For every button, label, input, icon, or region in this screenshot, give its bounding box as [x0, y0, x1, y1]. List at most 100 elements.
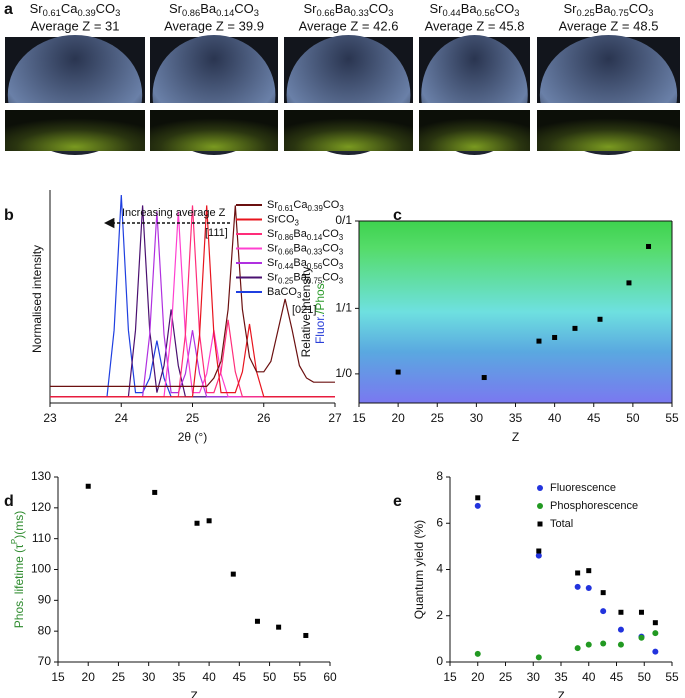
photo-mask [284, 103, 413, 110]
panel-label: b [4, 207, 14, 224]
point [535, 552, 542, 559]
point [194, 520, 200, 526]
y-tick-label: 6 [436, 515, 443, 529]
panel-label: c [393, 207, 402, 224]
point [230, 571, 236, 577]
x-tick-label: 30 [470, 411, 484, 425]
x-tick-label: 25 [499, 670, 513, 684]
photo-phosphorescence [419, 110, 530, 151]
average-z-label: Average Z = 42.6 [299, 18, 399, 33]
y-tick-label: 8 [436, 469, 443, 483]
y-tick-label: 100 [31, 562, 51, 576]
legend-marker [537, 503, 543, 509]
x-tick-label: 15 [443, 670, 457, 684]
point [152, 489, 158, 495]
point [585, 585, 592, 591]
point [652, 648, 659, 655]
x-tick-label: 40 [548, 411, 562, 425]
point [626, 280, 632, 286]
annotation: [021] [292, 304, 316, 316]
legend-label: BaCO3 [267, 286, 302, 300]
y-tick-label: 2 [436, 608, 443, 622]
point [600, 640, 607, 647]
x-tick-label: 23 [43, 411, 57, 425]
y-axis-label-part: /Phos. [313, 280, 327, 314]
photo-mask [150, 103, 278, 110]
point [575, 570, 581, 576]
y-tick-label: 130 [31, 469, 51, 483]
annotation: [111] [205, 227, 228, 239]
x-tick-label: 15 [352, 411, 366, 425]
composition-label: Sr0.44Ba0.56CO3 [430, 1, 520, 18]
legend-label: Sr0.86Ba0.14CO3 [267, 228, 344, 242]
y-tick-label: 1/1 [335, 301, 352, 315]
point [617, 641, 624, 648]
x-tick-label: 30 [142, 670, 156, 684]
x-tick-label: 20 [471, 670, 485, 684]
series-line [50, 205, 335, 387]
point [276, 624, 282, 630]
x-tick-label: 15 [51, 670, 65, 684]
point [395, 369, 401, 375]
y-tick-label: 4 [436, 562, 443, 576]
point [474, 650, 481, 657]
series-line [50, 205, 335, 398]
y-axis-label-ratio: Fluor./Phos. [313, 280, 327, 344]
point [574, 645, 581, 652]
point [572, 325, 578, 331]
x-tick-label: 35 [172, 670, 186, 684]
composition-label: Sr0.25Ba0.75CO3 [564, 1, 654, 18]
x-tick-label: 45 [233, 670, 247, 684]
x-tick-label: 25 [112, 670, 126, 684]
y-axis-label-part: Phos. lifetime (τ [12, 544, 26, 628]
x-tick-label: 25 [186, 411, 200, 425]
x-tick-label: 40 [202, 670, 216, 684]
point [597, 316, 603, 322]
average-z-label: Average Z = 45.8 [425, 18, 525, 33]
x-tick-label: 45 [587, 411, 601, 425]
legend-label: Sr0.61Ca0.39CO3 [267, 199, 344, 213]
point [552, 334, 558, 340]
point [600, 608, 607, 615]
point [585, 641, 592, 648]
point [638, 609, 644, 615]
x-tick-label: 24 [115, 411, 129, 425]
legend-label: Sr0.44Ba0.56CO3 [267, 257, 344, 271]
photo-mask [5, 103, 145, 110]
x-tick-label: 55 [665, 670, 679, 684]
y-tick-label: 70 [38, 654, 52, 668]
y-axis-label: Quantum yield (%) [412, 520, 426, 619]
y-axis-label: Relative intensity [299, 267, 313, 358]
legend-label: SrCO3 [267, 213, 300, 227]
x-tick-label: 20 [391, 411, 405, 425]
composition-label: Sr0.66Ba0.33CO3 [304, 1, 394, 18]
point [535, 654, 542, 661]
point [303, 632, 309, 638]
legend-label: Total [550, 518, 573, 530]
y-tick-label: 120 [31, 500, 51, 514]
x-tick-label: 27 [328, 411, 342, 425]
point [536, 338, 542, 344]
x-axis-label: Z [512, 430, 519, 444]
average-z-label: Average Z = 48.5 [559, 18, 659, 33]
x-tick-label: 55 [293, 670, 307, 684]
average-z-label: Average Z = 31 [30, 18, 119, 33]
point [638, 634, 645, 641]
y-axis-label-part: Fluor. [313, 314, 327, 344]
y-tick-label: 90 [38, 593, 52, 607]
x-tick-label: 40 [582, 670, 596, 684]
composition-label: Sr0.86Ba0.14CO3 [169, 1, 259, 18]
y-axis-label-part: P [10, 539, 19, 544]
x-tick-label: 60 [323, 670, 337, 684]
point [617, 626, 624, 633]
legend-label: Sr0.25Ba0.75CO3 [267, 271, 344, 285]
x-tick-label: 50 [626, 411, 640, 425]
x-tick-label: 55 [665, 411, 679, 425]
x-tick-label: 26 [257, 411, 271, 425]
point [474, 502, 481, 509]
point [646, 243, 652, 249]
y-tick-label: 0 [436, 654, 443, 668]
x-axis-label: Z [557, 689, 564, 698]
photo-mask [537, 103, 680, 110]
